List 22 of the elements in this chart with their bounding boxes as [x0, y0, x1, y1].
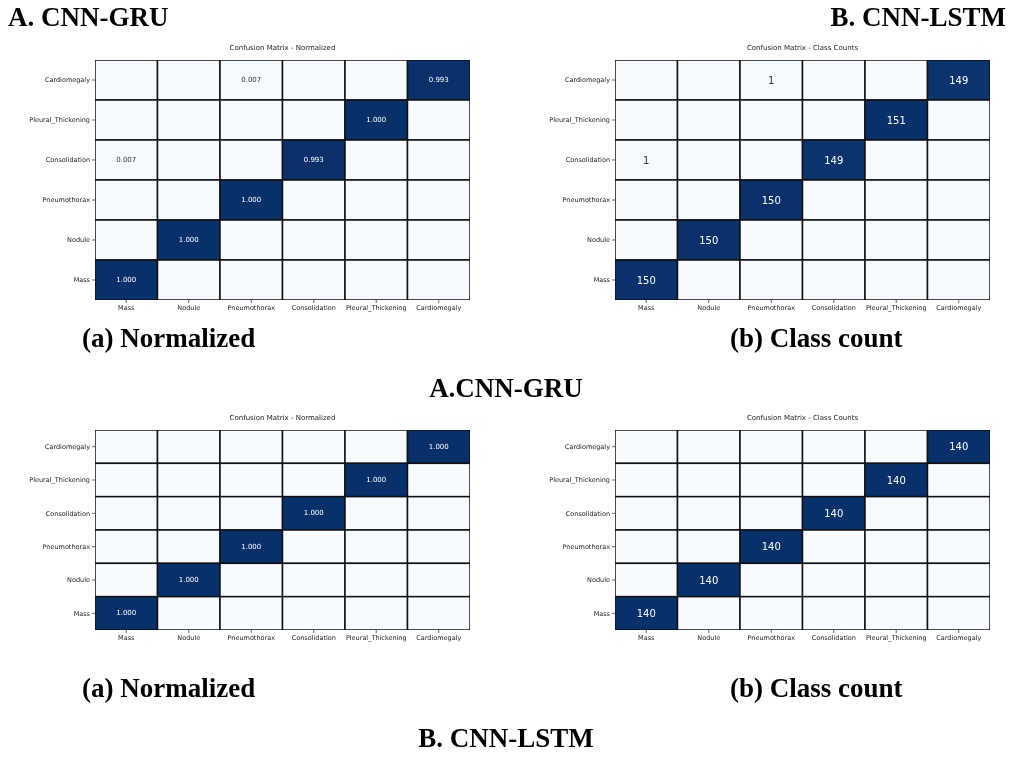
data-label: 149 — [824, 154, 844, 166]
data-label: 140 — [636, 607, 656, 619]
data-label: 150 — [699, 234, 719, 246]
text: (a) Normalized — [82, 323, 256, 354]
data-label: 140 — [699, 574, 719, 586]
data-label: 1 — [643, 154, 650, 166]
data-label: 140 — [949, 441, 969, 453]
data-label: 151 — [886, 114, 906, 126]
data-label: 149 — [949, 74, 969, 86]
text: (a) Normalized — [82, 673, 256, 704]
text: A. CNN-GRU — [8, 2, 169, 33]
data-label: 140 — [761, 541, 781, 553]
data-label: 1 — [768, 74, 775, 86]
text: (b) Class count — [730, 673, 903, 704]
text: A.CNN-GRU — [428, 373, 584, 404]
data-label: 150 — [761, 194, 781, 206]
data-label: 150 — [636, 274, 656, 286]
data-label: 140 — [886, 474, 906, 486]
text: B. CNN-LSTM — [417, 723, 595, 754]
data-label: 140 — [824, 507, 844, 519]
text: (b) Class count — [730, 323, 903, 354]
text: B. CNN-LSTM — [830, 2, 1006, 33]
